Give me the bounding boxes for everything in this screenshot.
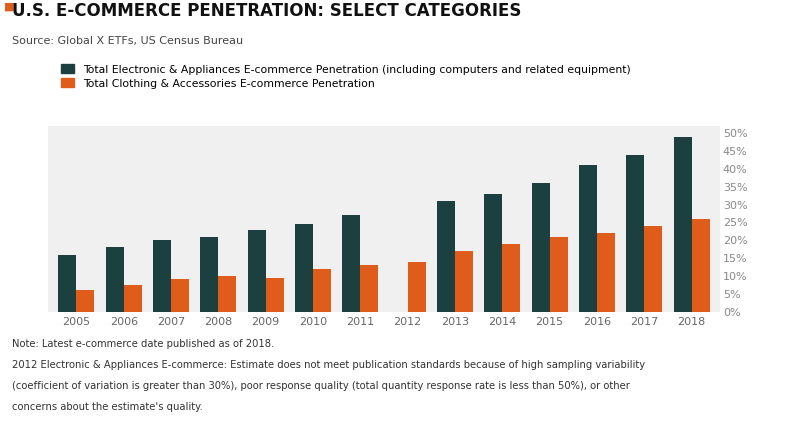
Bar: [455, 251, 473, 312]
Bar: [313, 269, 331, 312]
Bar: [502, 244, 520, 312]
Bar: [550, 237, 568, 312]
Bar: [124, 285, 142, 312]
Bar: [674, 137, 692, 312]
Bar: [58, 255, 76, 312]
Text: concerns about the estimate's quality.: concerns about the estimate's quality.: [12, 402, 203, 412]
Bar: [626, 155, 644, 312]
Bar: [200, 237, 218, 312]
Bar: [692, 219, 710, 312]
Bar: [218, 276, 236, 312]
Bar: [153, 240, 171, 312]
Text: (coefficient of variation is greater than 30%), poor response quality (total qua: (coefficient of variation is greater tha…: [12, 381, 630, 391]
Legend: Total Electronic & Appliances E-commerce Penetration (including computers and re: Total Electronic & Appliances E-commerce…: [62, 64, 631, 88]
Bar: [360, 265, 378, 312]
Bar: [484, 194, 502, 312]
Bar: [248, 229, 266, 312]
Bar: [106, 248, 124, 312]
Bar: [532, 183, 550, 312]
Bar: [295, 224, 313, 312]
Bar: [644, 226, 662, 312]
Text: ■: ■: [4, 2, 14, 12]
Text: 2012 Electronic & Appliances E-commerce: Estimate does not meet publication stan: 2012 Electronic & Appliances E-commerce:…: [12, 360, 645, 370]
Text: Note: Latest e-commerce date published as of 2018.: Note: Latest e-commerce date published a…: [12, 339, 274, 349]
Bar: [266, 278, 284, 312]
Text: U.S. E-COMMERCE PENETRATION: SELECT CATEGORIES: U.S. E-COMMERCE PENETRATION: SELECT CATE…: [12, 2, 522, 20]
Bar: [597, 233, 615, 312]
Bar: [76, 290, 94, 312]
Bar: [437, 201, 455, 312]
Bar: [342, 216, 360, 312]
Bar: [171, 280, 189, 312]
Text: Source: Global X ETFs, US Census Bureau: Source: Global X ETFs, US Census Bureau: [12, 36, 243, 46]
Bar: [579, 165, 597, 312]
Bar: [408, 262, 426, 312]
